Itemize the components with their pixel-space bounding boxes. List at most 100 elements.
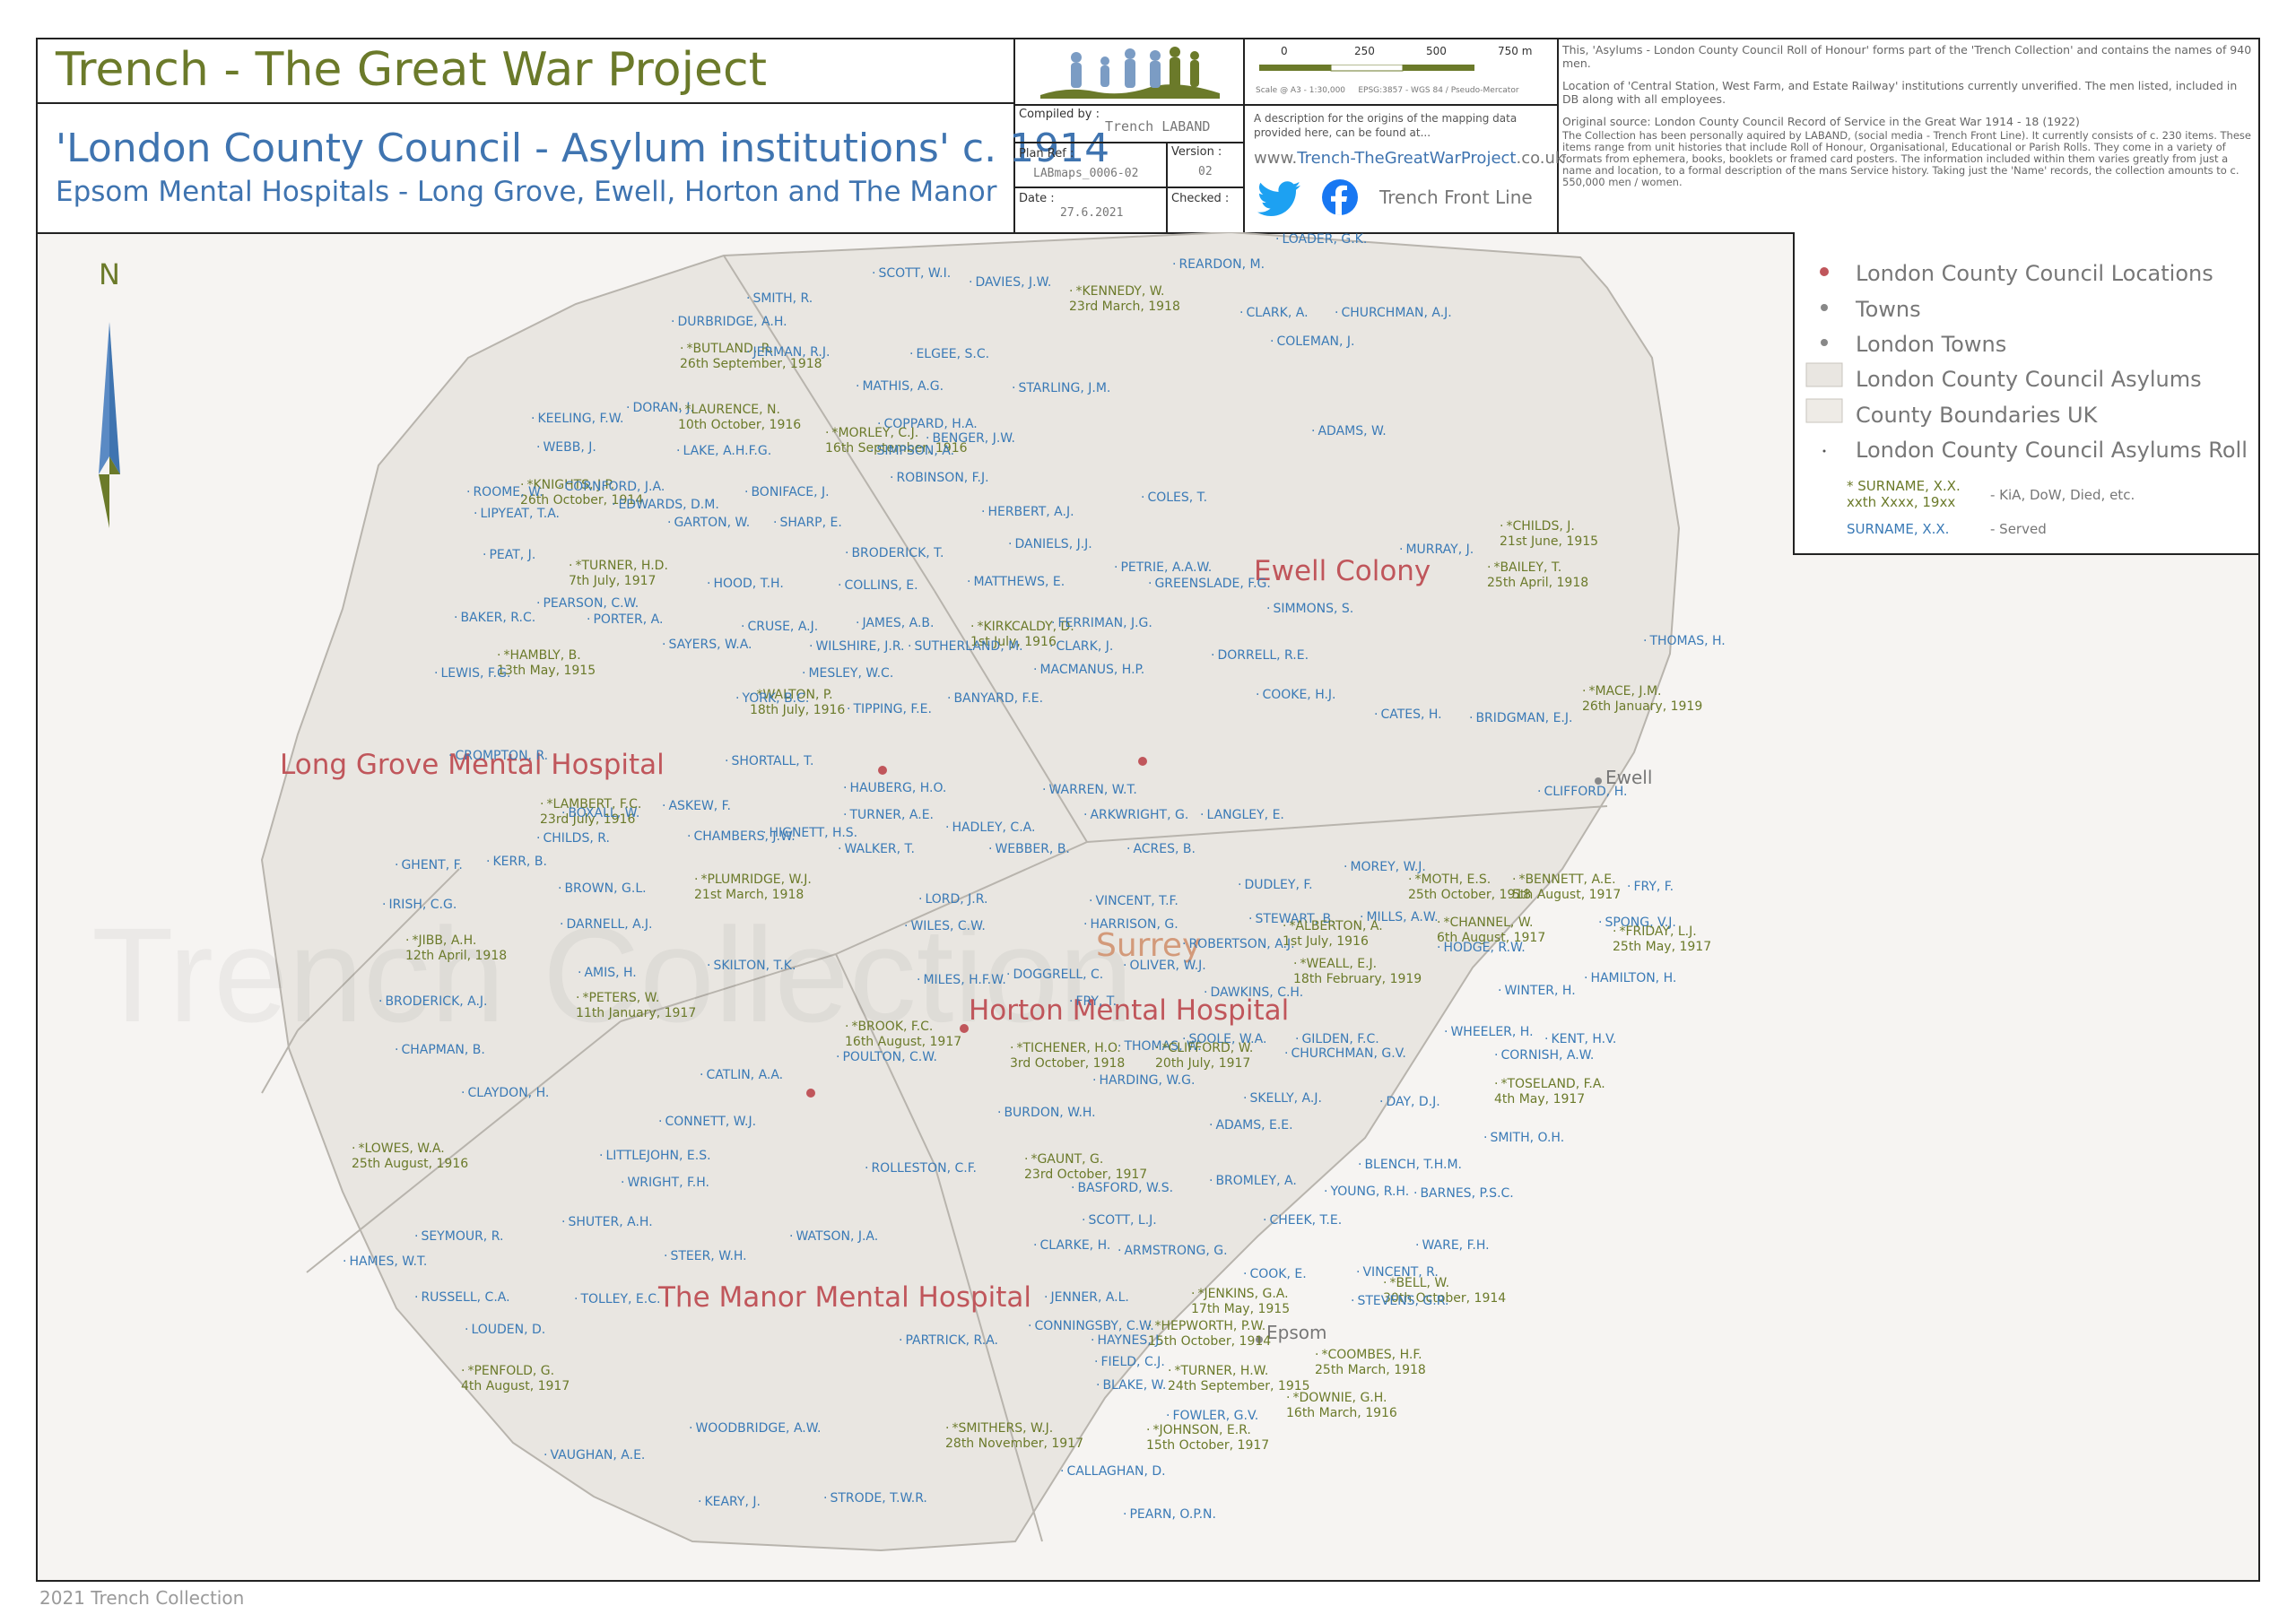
roll-name: JENNER, A.L. <box>1044 1290 1128 1306</box>
roll-name: HIGNETT, H.S. <box>762 826 857 841</box>
roll-name: ELGEE, S.C. <box>909 347 989 362</box>
roll-name: SIMPSON, A. <box>870 444 954 459</box>
legend-served-sample: SURNAME, X.X. <box>1847 521 1950 537</box>
roll-name: SMITH, O.H. <box>1483 1131 1564 1146</box>
roll-name: ARKWRIGHT, G. <box>1083 808 1188 823</box>
horton-location-marker <box>960 1024 969 1033</box>
roll-name: MURRAY, J. <box>1399 542 1474 558</box>
scale-tick-250: 250 <box>1354 45 1375 57</box>
roll-name: ADAMS, W. <box>1311 424 1386 439</box>
legend-item-locations: London County Council Locations <box>1856 261 2213 286</box>
note-source: Original source: London County Council R… <box>1562 115 2080 128</box>
scale-tick-500: 500 <box>1426 45 1447 57</box>
roll-name: WILES, C.W. <box>904 919 985 934</box>
map-sheet: Trench - The Great War Project 'London C… <box>36 38 2260 1582</box>
roll-name: *WEALL, E.J.18th February, 1919 <box>1293 957 1422 987</box>
roll-name: COLEMAN, J. <box>1270 334 1354 350</box>
roll-name: BLENCH, T.H.M. <box>1358 1158 1462 1173</box>
roll-name: CORNFORD, J.A. <box>558 480 665 495</box>
roll-name: BLAKE, W. <box>1096 1378 1166 1393</box>
legend-item-london-towns: London Towns <box>1856 332 2007 357</box>
roll-name: CHAPMAN, B. <box>395 1043 484 1058</box>
roll-name: DORRELL, R.E. <box>1211 648 1309 664</box>
roll-name: ASKEW, F. <box>662 799 731 814</box>
ewell-town-marker <box>1595 777 1602 785</box>
roll-name: *BROOK, F.C.16th August, 1917 <box>845 1020 961 1050</box>
roll-name: CLARK, J. <box>1049 639 1113 655</box>
roll-name: MOREY, W.J. <box>1344 860 1425 875</box>
roll-name: YORK, B.C. <box>735 691 809 707</box>
legend-swatch-asylums <box>1805 362 1843 387</box>
roll-name: LOUDEN, D. <box>465 1323 545 1338</box>
roll-name: *TICHENER, H.O.3rd October, 1918 <box>1010 1041 1125 1072</box>
roll-name: LANGLEY, E. <box>1200 808 1283 823</box>
roll-name: BENGER, J.W. <box>926 431 1015 447</box>
roll-name: REARDON, M. <box>1172 257 1265 273</box>
roll-name: LORD, J.R. <box>918 892 987 907</box>
compiled-by-value: Trench LABAND <box>1105 118 1211 135</box>
roll-name: HARRISON, G. <box>1083 917 1178 933</box>
roll-name: CHILDS, R. <box>536 831 609 846</box>
roll-name: WILSHIRE, J.R. <box>809 639 904 655</box>
map-subtitle: Epsom Mental Hospitals - Long Grove, Ewe… <box>56 176 997 208</box>
roll-name: GILDEN, F.C. <box>1295 1032 1378 1047</box>
town-epsom: Epsom <box>1266 1322 1327 1343</box>
legend-kia-sample: * SURNAME, X.X. xxth Xxxx, 19xx <box>1847 478 1961 510</box>
roll-name: WALKER, T. <box>838 842 914 857</box>
roll-name: WOODBRIDGE, A.W. <box>689 1421 821 1436</box>
legend-item-towns: Towns <box>1856 297 1921 322</box>
roll-name: *PETERS, W.11th January, 1917 <box>576 991 696 1021</box>
roll-name: *JENKINS, G.A.17th May, 1915 <box>1191 1287 1290 1317</box>
roll-name: MILES, H.F.W. <box>917 973 1005 988</box>
roll-name: WRIGHT, F.H. <box>621 1176 709 1191</box>
map-area[interactable]: Trench Collection N Long Grove Mental Ho… <box>38 232 2258 1580</box>
roll-name: *LAURENCE, N.10th October, 1916 <box>678 403 801 433</box>
roll-name: CONNETT, W.J. <box>658 1115 756 1130</box>
roll-name: TOLLEY, E.C. <box>574 1292 660 1307</box>
roll-name: *DOWNIE, G.H.16th March, 1916 <box>1286 1391 1397 1421</box>
roll-name: SAYERS, W.A. <box>662 638 752 653</box>
site-ewell-colony: Ewell Colony <box>1254 555 1431 587</box>
roll-name: *TURNER, H.W.24th September, 1915 <box>1168 1364 1310 1394</box>
roll-name: HAMILTON, H. <box>1584 971 1676 986</box>
roll-name: STEER, W.H. <box>664 1249 746 1264</box>
north-arrow-icon <box>99 322 120 528</box>
legend-swatch-county <box>1805 398 1843 423</box>
roll-name: SCOTT, L.J. <box>1082 1213 1156 1228</box>
roll-name: HAMES, W.T. <box>343 1254 427 1270</box>
legend-red-dot-icon <box>1820 267 1829 276</box>
scale-tick-0: 0 <box>1281 45 1288 57</box>
roll-name: *CHILDS, J.21st June, 1915 <box>1500 519 1598 550</box>
site-manor: The Manor Mental Hospital <box>658 1281 1032 1314</box>
soldiers-logo-icon <box>1040 47 1220 99</box>
roll-name: SEYMOUR, R. <box>414 1229 503 1245</box>
copyright-footer: 2021 Trench Collection <box>39 1587 245 1609</box>
legend-item-asylums: London County Council Asylums <box>1856 367 2202 392</box>
social-handle: Trench Front Line <box>1379 187 1533 208</box>
roll-name: YOUNG, R.H. <box>1324 1185 1409 1200</box>
roll-name: WEBBER, B. <box>988 842 1069 857</box>
roll-name: ROBINSON, F.J. <box>890 471 988 486</box>
title-block: Trench - The Great War Project 'London C… <box>38 39 2258 234</box>
roll-name: DOGGRELL, C. <box>1006 968 1103 983</box>
roll-name: BRODERICK, A.J. <box>378 994 487 1010</box>
roll-name: FERRIMAN, J.G. <box>1051 616 1152 631</box>
roll-name: BRIDGMAN, E.J. <box>1469 711 1572 726</box>
twitter-icon[interactable] <box>1257 181 1300 217</box>
roll-name: *BENNETT, A.E.5th August, 1917 <box>1512 872 1621 903</box>
roll-name: SUTHERLAND, M. <box>908 639 1022 655</box>
facebook-icon[interactable] <box>1322 179 1358 215</box>
roll-name: *MOTH, E.S.25th October, 1918 <box>1408 872 1531 903</box>
website-link[interactable]: www.Trench-TheGreatWarProject.co.uk <box>1254 149 1565 168</box>
roll-name: MATHIS, A.G. <box>856 379 944 395</box>
roll-name: PEARN, O.P.N. <box>1123 1507 1216 1523</box>
roll-name: MATTHEWS, E. <box>967 575 1065 590</box>
notes-panel: This, 'Asylums - London County Council R… <box>1562 43 2253 188</box>
roll-name: CRUSE, A.J. <box>741 620 818 635</box>
roll-name: SKELLY, A.J. <box>1243 1091 1321 1107</box>
scale-panel: 0 250 500 750 m Scale @ A3 - 1:30,000 EP… <box>1245 39 1564 232</box>
compiled-panel: Compiled by : Trench LABAND Plan Ref : L… <box>1015 39 1245 232</box>
legend-tiny-dot-icon <box>1822 449 1826 453</box>
legend-grey-dot-icon <box>1821 304 1828 311</box>
roll-name: FRY, T. <box>1069 994 1117 1010</box>
